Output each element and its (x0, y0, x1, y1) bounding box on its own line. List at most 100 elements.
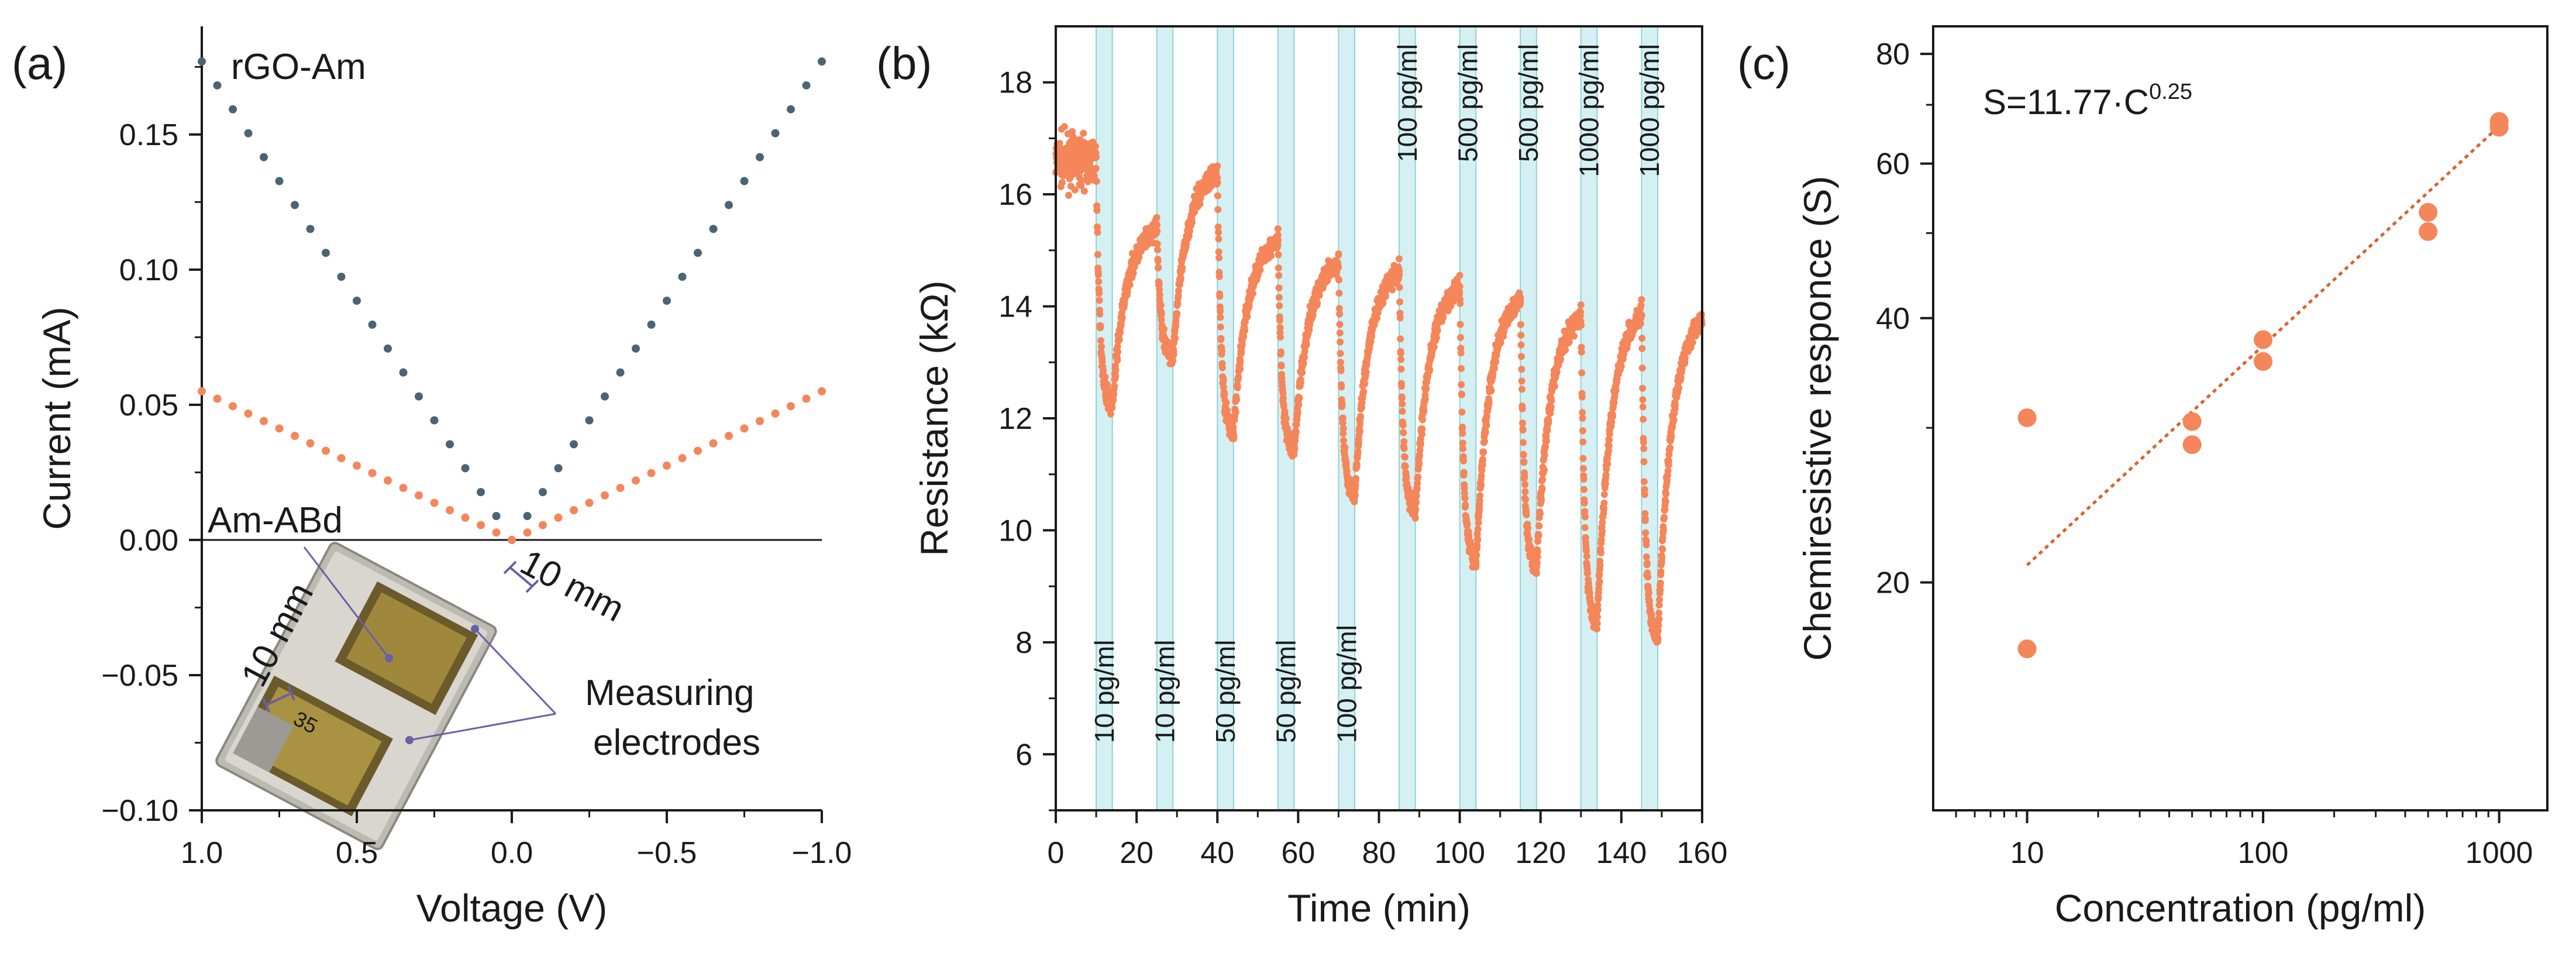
scale-label-top: 10 mm (514, 542, 631, 630)
exposure-label: 50 pg/ml (1210, 640, 1241, 743)
data-point (1639, 384, 1647, 392)
data-point (1639, 403, 1647, 411)
data-point (1418, 425, 1426, 433)
data-point (1434, 327, 1441, 335)
data-point (1218, 364, 1226, 372)
data-point (1112, 366, 1120, 374)
data-point (1214, 223, 1222, 231)
data-point (1662, 490, 1670, 498)
data-point (1597, 549, 1604, 556)
data-point (1335, 305, 1343, 312)
data-point (1114, 356, 1121, 364)
axes-c: 10 100 1000 20 40 60 80 Concentration (pg/ml) Ch… (1796, 25, 2549, 930)
data-point (1648, 611, 1655, 619)
data-point (1430, 343, 1438, 351)
data-point (1655, 601, 1663, 609)
data-point (1407, 489, 1414, 496)
x-tick-label-b: 160 (1677, 836, 1728, 870)
data-point (1657, 579, 1664, 587)
data-point (1542, 432, 1550, 439)
exposure-bands (1096, 26, 1659, 810)
data-point (1519, 427, 1527, 434)
data-point (1101, 373, 1109, 381)
data-point (1660, 527, 1668, 534)
data-point (585, 416, 594, 425)
data-point (1399, 400, 1406, 408)
data-point (1458, 408, 1466, 416)
data-point (1114, 343, 1121, 350)
data-point (1107, 410, 1114, 418)
data-point (1417, 439, 1424, 447)
data-point (1641, 515, 1649, 522)
data-point (415, 392, 423, 401)
data-point (1158, 310, 1165, 318)
x-tick-label-b: 60 (1281, 836, 1315, 870)
data-point (213, 394, 222, 403)
data-point (1420, 407, 1428, 415)
data-point (1655, 622, 1662, 630)
data-point (446, 506, 454, 515)
data-point (1480, 448, 1487, 456)
data-point (1373, 315, 1381, 322)
data-point (1414, 473, 1422, 481)
data-point (1223, 407, 1231, 414)
data-point (1095, 278, 1103, 286)
data-point (1524, 524, 1531, 532)
data-point (570, 506, 578, 515)
data-point (1476, 492, 1484, 500)
data-point (384, 344, 392, 353)
data-point (1497, 339, 1504, 346)
fit-equation-exponent: 0.25 (2149, 80, 2192, 104)
exposure-label: 10 pg/ml (1089, 640, 1120, 743)
data-point (1342, 460, 1350, 467)
data-point (554, 464, 563, 473)
data-point (1214, 229, 1222, 236)
data-point (1282, 415, 1290, 422)
data-point (787, 402, 795, 411)
data-point (353, 297, 361, 305)
data-point (1154, 246, 1162, 253)
data-point (1489, 370, 1497, 378)
data-point (1458, 364, 1465, 372)
data-point (1080, 129, 1087, 137)
data-point (1225, 414, 1232, 421)
data-point (1657, 568, 1665, 576)
data-point (740, 424, 749, 433)
data-point (1540, 466, 1548, 474)
data-point (1542, 443, 1549, 451)
data-point (1398, 383, 1406, 390)
data-point (1413, 485, 1421, 493)
data-point (1335, 263, 1342, 271)
data-point (1241, 326, 1249, 334)
data-point (802, 394, 811, 403)
data-point (1153, 228, 1161, 235)
data-point (1339, 425, 1347, 432)
data-point (1275, 271, 1283, 279)
data-point (1539, 476, 1547, 483)
data-point (1593, 620, 1601, 627)
y-tick-label-c: 20 (1876, 566, 1910, 600)
data-point (756, 417, 764, 425)
data-point (1354, 448, 1362, 455)
data-point (1519, 419, 1527, 427)
data-point (1518, 366, 1525, 373)
data-point (1602, 480, 1609, 487)
inset-device-photo: 35 10 mm 10 mm Am-ABd Measuring (208, 500, 760, 851)
data-point (198, 387, 206, 396)
data-point (1458, 381, 1465, 388)
data-point (1071, 186, 1079, 194)
data-point (1533, 559, 1541, 566)
data-point (1476, 506, 1483, 514)
data-point (1175, 287, 1182, 294)
data-point (1169, 357, 1177, 364)
data-point (1093, 207, 1101, 214)
data-point (1637, 320, 1644, 328)
data-point (1548, 397, 1555, 405)
data-point (337, 273, 346, 281)
data-point (213, 81, 222, 90)
exposure-label: 500 pg/ml (1513, 44, 1544, 162)
data-point (1157, 301, 1165, 309)
data-point (616, 483, 625, 492)
data-point (1056, 139, 1063, 147)
data-point (1094, 271, 1102, 278)
